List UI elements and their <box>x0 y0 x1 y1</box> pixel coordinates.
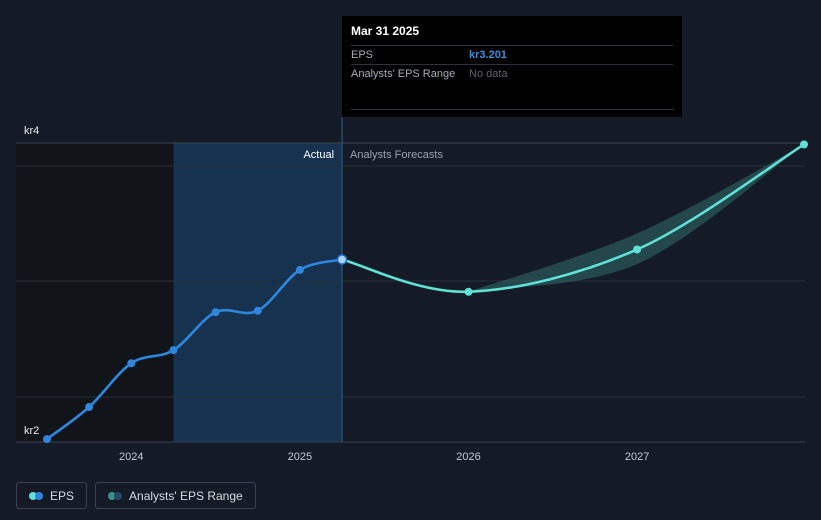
x-tick-label: 2026 <box>456 451 480 463</box>
tooltip-row-range: Analysts' EPS Range No data <box>351 64 673 83</box>
actual-eps-point <box>336 254 348 265</box>
tooltip-eps-value: kr3.201 <box>469 49 507 61</box>
x-tick-label: 2024 <box>119 451 143 463</box>
past-shade <box>16 143 174 442</box>
legend-range-label: Analysts' EPS Range <box>129 488 243 503</box>
actual-eps-point <box>253 306 262 315</box>
tooltip-eps-label: EPS <box>351 49 374 61</box>
actual-eps-point <box>85 402 94 411</box>
range-swatch-icon <box>108 491 123 500</box>
forecast-eps-point <box>633 245 642 254</box>
tooltip-range-label: Analysts' EPS Range <box>351 68 456 80</box>
actual-eps-point <box>169 346 178 355</box>
y-tick-label: kr2 <box>24 425 39 437</box>
actual-eps-point <box>127 359 136 368</box>
tooltip-divider <box>351 109 674 110</box>
forecast-eps-point <box>800 140 808 149</box>
forecast-eps-point <box>464 287 473 296</box>
forecast-section-label: Analysts Forecasts <box>350 149 443 161</box>
actual-eps-point <box>43 435 51 444</box>
x-tick-label: 2025 <box>288 451 312 463</box>
eps-range-area <box>468 144 804 292</box>
legend-eps-label: EPS <box>50 488 75 503</box>
tooltip-range-value: No data <box>469 68 508 80</box>
actual-eps-line <box>45 258 344 441</box>
tooltip-row-eps: EPS kr3.201 <box>351 45 673 64</box>
tooltip-date: Mar 31 2025 <box>351 24 420 38</box>
eps-swatch-icon <box>29 491 43 500</box>
legend: EPS Analysts' EPS Range <box>16 482 256 509</box>
actual-eps-point <box>211 308 220 317</box>
actual-eps-point <box>295 265 304 274</box>
actual-section-label: Actual <box>303 149 334 161</box>
eps-tooltip: Mar 31 2025 EPS kr3.201 Analysts' EPS Ra… <box>342 16 682 117</box>
x-tick-label: 2027 <box>625 451 649 463</box>
legend-item-eps[interactable]: EPS <box>16 482 88 509</box>
forecast-eps-line <box>340 143 806 294</box>
legend-item-range[interactable]: Analysts' EPS Range <box>95 482 256 509</box>
actual-highlight-band <box>173 143 343 442</box>
y-tick-label: kr4 <box>24 125 39 137</box>
